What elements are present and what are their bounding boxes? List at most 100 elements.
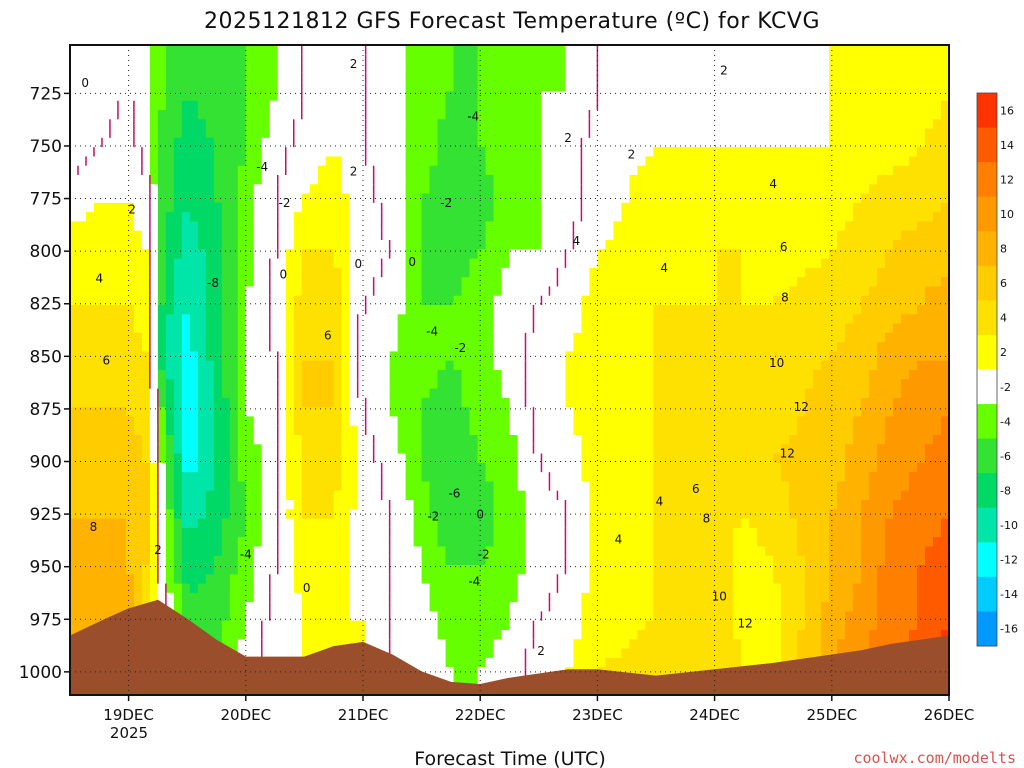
heatmap-cell [125, 137, 135, 148]
heatmap-cell [405, 286, 415, 297]
heatmap-cell [493, 165, 503, 176]
heatmap-cell [253, 72, 263, 83]
heatmap-cell [621, 63, 630, 74]
heatmap-cell [309, 91, 319, 102]
heatmap-cell [125, 360, 135, 371]
heatmap-cell [453, 676, 463, 687]
heatmap-cell [597, 425, 606, 436]
heatmap-cell [541, 267, 551, 278]
heatmap-cell [397, 370, 407, 380]
heatmap-cell [165, 527, 175, 538]
heatmap-cell [565, 407, 575, 418]
heatmap-cell [301, 45, 311, 55]
heatmap-cell [445, 416, 455, 427]
heatmap-cell [637, 110, 646, 120]
heatmap-cell [621, 286, 630, 297]
heatmap-cell [597, 165, 606, 176]
heatmap-cell [237, 444, 247, 455]
heatmap-cell [477, 648, 487, 659]
heatmap-cell [429, 240, 439, 250]
heatmap-cell [517, 574, 527, 585]
heatmap-cell [117, 230, 127, 241]
heatmap-cell [461, 249, 471, 260]
heatmap-cell [349, 360, 359, 371]
heatmap-cell [629, 453, 638, 464]
heatmap-cell [325, 555, 335, 566]
heatmap-cell [461, 592, 471, 603]
heatmap-cell [213, 193, 223, 204]
heatmap-cell [101, 82, 111, 93]
heatmap-cell [373, 462, 383, 473]
heatmap-cell [477, 165, 487, 176]
heatmap-cell [621, 128, 630, 139]
heatmap-cell [365, 72, 375, 83]
heatmap-cell [77, 54, 87, 65]
heatmap-cell [453, 583, 463, 594]
heatmap-cell [293, 91, 303, 102]
heatmap-cell [269, 592, 279, 603]
heatmap-cell [453, 184, 463, 195]
heatmap-cell [197, 611, 207, 622]
heatmap-cell [429, 639, 439, 650]
heatmap-cell [477, 639, 487, 650]
heatmap-cell [501, 212, 511, 223]
heatmap-cell [453, 91, 463, 102]
heatmap-cell [549, 323, 559, 334]
heatmap-cell [565, 128, 575, 139]
heatmap-cell [365, 435, 375, 445]
heatmap-cell [309, 351, 319, 362]
heatmap-cell [605, 156, 614, 167]
heatmap-cell [477, 611, 487, 622]
heatmap-cell [533, 620, 543, 631]
heatmap-cell [429, 295, 439, 306]
heatmap-cell [109, 277, 119, 288]
heatmap-cell [509, 416, 519, 427]
heatmap-cell [469, 611, 479, 622]
heatmap-cell [277, 583, 287, 594]
heatmap-cell [125, 110, 135, 120]
heatmap-cell [589, 82, 598, 93]
heatmap-cell [365, 305, 375, 315]
heatmap-cell [501, 202, 511, 213]
heatmap-cell [629, 202, 638, 213]
heatmap-cell [501, 500, 511, 510]
heatmap-cell [437, 490, 447, 501]
heatmap-cell [253, 305, 263, 315]
heatmap-cell [229, 72, 239, 83]
heatmap-cell [525, 527, 535, 538]
heatmap-cell [525, 221, 535, 232]
heatmap-cell [269, 221, 279, 232]
heatmap-cell [621, 648, 630, 659]
heatmap-cell [85, 565, 95, 575]
heatmap-cell [485, 110, 495, 120]
heatmap-cell [317, 147, 327, 158]
heatmap-cell [469, 565, 479, 575]
heatmap-cell [357, 509, 367, 520]
heatmap-cell [165, 100, 175, 111]
heatmap-cell [181, 286, 191, 297]
heatmap-cell [501, 574, 511, 585]
heatmap-cell [621, 444, 630, 455]
heatmap-cell [149, 453, 159, 464]
heatmap-cell [77, 462, 87, 473]
heatmap-cell [429, 435, 439, 445]
heatmap-cell [381, 527, 391, 538]
heatmap-cell [525, 91, 535, 102]
heatmap-cell [85, 91, 95, 102]
heatmap-cell [149, 351, 159, 362]
heatmap-cell [589, 435, 598, 445]
heatmap-cell [533, 277, 543, 288]
heatmap-cell [213, 342, 223, 353]
heatmap-cell [229, 360, 239, 371]
heatmap-cell [469, 91, 479, 102]
heatmap-cell [205, 72, 215, 83]
heatmap-cell [381, 100, 391, 111]
heatmap-cell [509, 630, 519, 640]
heatmap-cell [637, 202, 646, 213]
heatmap-cell [629, 509, 638, 520]
heatmap-cell [261, 156, 271, 167]
heatmap-cell [493, 295, 503, 306]
heatmap-cell [589, 370, 598, 380]
heatmap-cell [477, 518, 487, 529]
heatmap-cell [629, 110, 638, 120]
